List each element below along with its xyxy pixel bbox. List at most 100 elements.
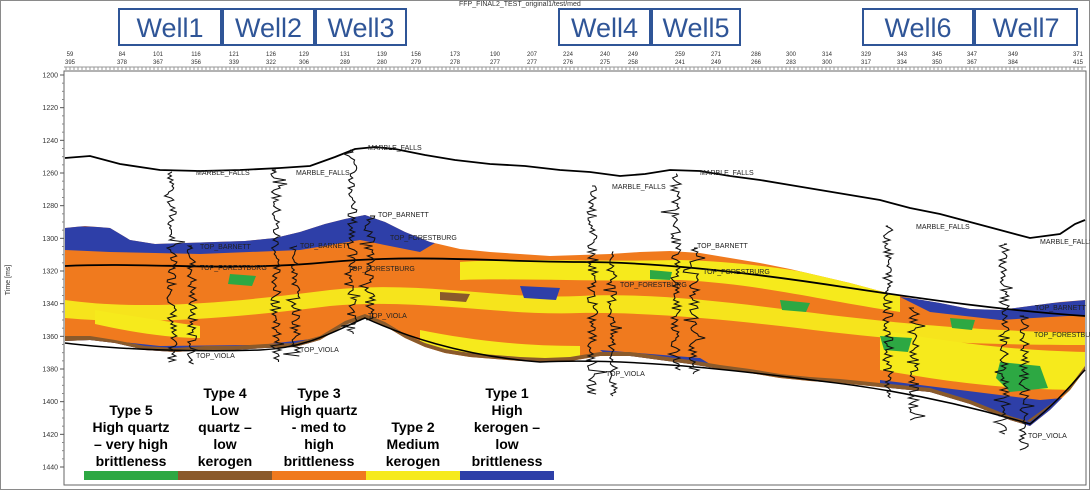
top-axis-value: 249 bbox=[711, 60, 722, 66]
legend-type4-line2: Low bbox=[211, 402, 239, 418]
well-log-trace bbox=[186, 245, 199, 365]
top-axis-value: 415 bbox=[1073, 60, 1084, 66]
top-axis-value: 59 bbox=[67, 52, 74, 58]
horizon-label: TOP_VIOLA bbox=[368, 313, 407, 320]
horizon-label: TOP_FORESTBURG bbox=[620, 282, 687, 289]
legend-type2-swatch bbox=[366, 471, 460, 480]
horizon-label: TOP_FORESTBURG bbox=[348, 266, 415, 273]
horizon-label: MARBLE_FALLS bbox=[368, 145, 422, 152]
legend-type5-line2: High quartz bbox=[92, 419, 170, 435]
horizon-label: TOP_FORESTBURG bbox=[1034, 332, 1090, 339]
well5-label: Well5 bbox=[651, 8, 741, 46]
well-log-trace bbox=[269, 169, 288, 362]
y-tick-label: 1200 bbox=[42, 73, 58, 80]
legend-type4-swatch bbox=[178, 471, 272, 480]
top-axis-value: 224 bbox=[563, 52, 574, 58]
well-log-trace bbox=[283, 245, 303, 357]
well-log-trace bbox=[585, 185, 608, 395]
legend-type2: Type 2 Medium kerogen bbox=[366, 374, 460, 470]
top-axis-value: 286 bbox=[751, 52, 762, 58]
top-axis-value: 317 bbox=[861, 60, 872, 66]
top-axis-value: 314 bbox=[822, 52, 833, 58]
legend-type5-line4: brittleness bbox=[95, 453, 167, 469]
y-tick-label: 1220 bbox=[42, 105, 58, 112]
horizon-label: TOP_FORESTBURG bbox=[703, 269, 770, 276]
legend-type1-line3: kerogen – bbox=[473, 419, 541, 435]
horizon-label: TOP_FORESTBURG bbox=[200, 265, 267, 272]
top-axis-value: 276 bbox=[563, 60, 574, 66]
top-axis-value: 343 bbox=[897, 52, 908, 58]
top-axis-value: 329 bbox=[861, 52, 872, 58]
top-axis-value: 121 bbox=[229, 52, 240, 58]
well-log-trace bbox=[357, 215, 377, 321]
horizon-label: TOP_VIOLA bbox=[196, 353, 235, 360]
well1-label: Well1 bbox=[118, 8, 222, 46]
well7-label: Well7 bbox=[974, 8, 1078, 46]
top-axis-value: 156 bbox=[411, 52, 422, 58]
top-axis-value: 190 bbox=[490, 52, 501, 58]
y-axis-label: Time [ms] bbox=[5, 265, 12, 296]
top-axis-value: 339 bbox=[229, 60, 240, 66]
top-axis-value: 350 bbox=[932, 60, 943, 66]
legend-type5-line3: – very high bbox=[94, 436, 168, 452]
top-axis-value: 289 bbox=[340, 60, 351, 66]
well6-label: Well6 bbox=[862, 8, 974, 46]
y-tick-label: 1260 bbox=[42, 171, 58, 178]
legend-type1-line1: Type 1 bbox=[485, 385, 529, 401]
top-axis: 59 395 84 378 101 367 116 356 121 339 126 322 129 306… bbox=[65, 52, 1084, 70]
top-axis-value: 271 bbox=[711, 52, 722, 58]
legend-type2-line1: Type 2 bbox=[391, 419, 435, 435]
horizon-label: TOP_FORESTBURG bbox=[390, 235, 457, 242]
well2-label: Well2 bbox=[222, 8, 315, 46]
y-axis: 1200 1220 1240 1260 1280 1300 1320 1340 1360 1380… bbox=[42, 73, 64, 472]
top-axis-value: 306 bbox=[299, 60, 310, 66]
y-tick-label: 1400 bbox=[42, 399, 58, 406]
legend-type2-line2: Medium bbox=[386, 436, 440, 452]
horizon-label: TOP_VIOLA bbox=[300, 347, 339, 354]
top-axis-value: 278 bbox=[450, 60, 461, 66]
top-axis-value: 334 bbox=[897, 60, 908, 66]
horizon-label: TOP_VIOLA bbox=[1028, 433, 1067, 440]
well-log-trace bbox=[603, 251, 623, 397]
y-tick-label: 1280 bbox=[42, 203, 58, 210]
top-axis-value: 367 bbox=[153, 60, 164, 66]
top-axis-value: 300 bbox=[822, 60, 833, 66]
top-axis-value: 275 bbox=[600, 60, 611, 66]
top-axis-value: 207 bbox=[527, 52, 538, 58]
legend-type1-line2: High bbox=[491, 402, 523, 418]
horizon-label: MARBLE_FALLS bbox=[1040, 239, 1090, 246]
horizon-label: MARBLE_FALLS bbox=[916, 224, 970, 231]
top-axis-value: 371 bbox=[1073, 52, 1084, 58]
top-axis-value: 129 bbox=[299, 52, 310, 58]
top-axis-value: 277 bbox=[490, 60, 501, 66]
legend-type4-line5: kerogen bbox=[197, 453, 253, 469]
y-tick-label: 1300 bbox=[42, 236, 58, 243]
legend-type5: Type 5 High quartz – very high brittlene… bbox=[84, 374, 178, 470]
top-axis-value: 279 bbox=[411, 60, 422, 66]
top-axis-value: 259 bbox=[675, 52, 686, 58]
horizon-label: TOP_BARNETT bbox=[300, 243, 352, 250]
top-axis-value: 84 bbox=[119, 52, 126, 58]
well-log-traces bbox=[163, 149, 1035, 451]
top-axis-value: 139 bbox=[377, 52, 388, 58]
legend-type3-line1: Type 3 bbox=[297, 385, 341, 401]
y-tick-label: 1360 bbox=[42, 334, 58, 341]
legend-type3: Type 3 High quartz - med to high brittle… bbox=[272, 374, 366, 470]
legend-type2-line3: kerogen bbox=[385, 453, 441, 469]
well-log-trace bbox=[341, 149, 361, 335]
legend-type3-swatch bbox=[272, 471, 366, 480]
y-tick-label: 1380 bbox=[42, 367, 58, 374]
top-axis-value: 322 bbox=[266, 60, 277, 66]
legend-type4-line1: Type 4 bbox=[203, 385, 247, 401]
legend-type4: Type 4 Low quartz – low kerogen bbox=[178, 374, 272, 470]
top-axis-value: 126 bbox=[266, 52, 277, 58]
top-axis-value: 367 bbox=[967, 60, 978, 66]
well-log-trace bbox=[906, 307, 926, 421]
top-axis-value: 266 bbox=[751, 60, 762, 66]
top-axis-value: 131 bbox=[340, 52, 351, 58]
y-tick-label: 1320 bbox=[42, 269, 58, 276]
top-axis-value: 240 bbox=[600, 52, 611, 58]
y-tick-label: 1420 bbox=[42, 432, 58, 439]
legend-type4-line3: quartz – bbox=[198, 419, 252, 435]
well-log-trace bbox=[660, 173, 683, 371]
